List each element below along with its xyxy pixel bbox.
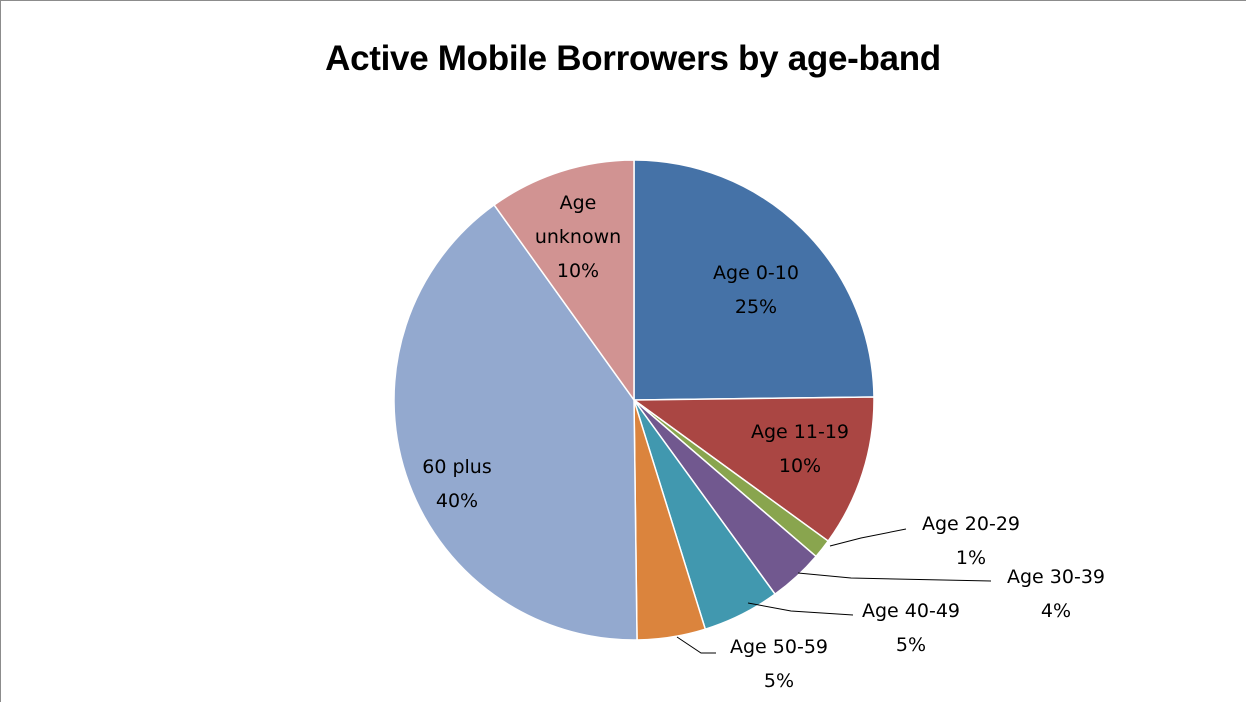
slice-label-age-0-10: Age 0-10 25% [713, 262, 799, 318]
slice-label-age-50-59: Age 50-59 5% [730, 636, 828, 692]
leader-line-age-40-49 [747, 602, 854, 616]
slice-label-age-40-49: Age 40-49 5% [862, 600, 960, 656]
slice-label-age-30-39: Age 30-39 4% [1007, 566, 1105, 622]
pie-slice-age-unknown [493, 159, 635, 403]
leader-lines [676, 528, 992, 654]
leader-line-age-30-39 [797, 572, 992, 582]
slice-labels: Age 0-10 25% Age 11-19 10% Age 20-29 1%Age 30… [422, 192, 1105, 692]
leader-line-age-50-59 [676, 636, 716, 654]
pie-slice-age-0-10 [633, 159, 875, 401]
slice-label-age-unknown: Age unknown 10% [535, 192, 621, 282]
pie-slice-60-plus [393, 203, 638, 641]
slice-label-age-20-29: Age 20-29 1% [922, 513, 1020, 569]
slice-label-60-plus: 60 plus 40% [422, 456, 492, 512]
slice-label-age-11-19: Age 11-19 10% [751, 421, 849, 477]
leader-line-age-20-29 [829, 528, 907, 547]
pie-slices [393, 159, 875, 641]
chart-title: Active Mobile Borrowers by age-band [325, 39, 941, 78]
pie-slice-age-11-19 [631, 396, 875, 543]
